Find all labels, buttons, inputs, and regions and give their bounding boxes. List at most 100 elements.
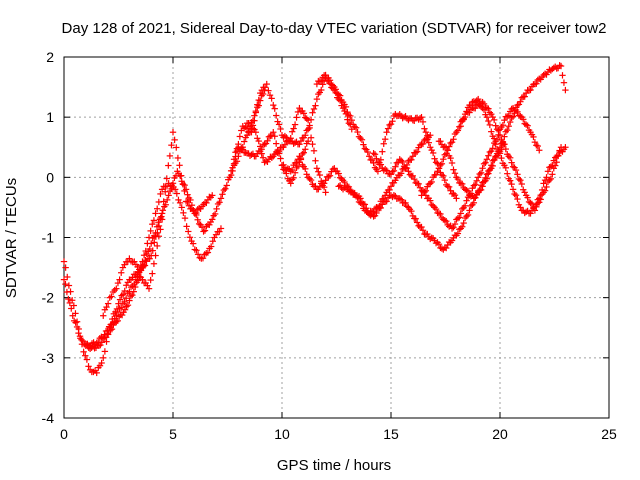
data-point [520, 116, 527, 123]
data-point [538, 186, 546, 194]
data-point [460, 219, 467, 227]
data-point [483, 113, 491, 121]
data-point [512, 192, 520, 199]
data-point [489, 113, 496, 121]
data-point [163, 175, 170, 182]
data-point [517, 112, 524, 120]
data-point [427, 197, 434, 204]
data-point [252, 109, 260, 116]
data-point [83, 356, 91, 363]
data-point [100, 312, 107, 319]
data-point [427, 144, 434, 151]
data-point [304, 126, 312, 133]
data-point [188, 205, 196, 212]
data-point [384, 125, 392, 132]
data-point [169, 180, 177, 187]
data-point [277, 125, 284, 133]
series-trace-11 [370, 104, 543, 232]
data-point [320, 180, 328, 187]
data-point [214, 200, 222, 208]
data-point [411, 175, 418, 183]
data-point [113, 318, 120, 325]
data-point [306, 124, 313, 132]
data-point [495, 148, 502, 156]
data-point [373, 155, 380, 162]
data-point [297, 156, 305, 163]
data-point [199, 255, 207, 262]
data-point [428, 178, 435, 186]
data-point [415, 180, 422, 188]
data-point [418, 223, 425, 231]
data-point [550, 157, 557, 164]
data-point [265, 133, 273, 140]
data-point [106, 294, 113, 301]
data-point [480, 160, 488, 168]
data-point [307, 134, 315, 141]
data-point [121, 298, 128, 306]
data-point [374, 168, 382, 175]
series-trace-3 [82, 129, 216, 350]
data-point [147, 227, 154, 235]
data-point [319, 81, 326, 88]
data-point [504, 126, 511, 134]
data-point [533, 201, 540, 208]
data-point [533, 142, 540, 149]
data-point [370, 159, 377, 167]
data-point [489, 162, 496, 170]
data-point [537, 191, 544, 199]
y-tick-label: -3 [42, 350, 55, 366]
data-point [475, 174, 482, 181]
data-point [445, 183, 453, 191]
data-point [335, 170, 342, 177]
data-point [152, 252, 159, 259]
data-point [76, 333, 84, 340]
data-point [310, 147, 318, 154]
data-point [534, 142, 541, 150]
data-point [422, 128, 430, 136]
data-point [209, 216, 216, 223]
data-point [180, 209, 187, 217]
data-point [554, 152, 562, 160]
data-point [261, 141, 268, 148]
data-point [502, 145, 510, 153]
data-point [217, 195, 225, 202]
data-point [396, 195, 403, 202]
data-point [441, 151, 448, 159]
data-point [342, 103, 350, 111]
data-point [457, 210, 464, 217]
data-point [122, 295, 130, 302]
y-tick-label: -2 [42, 290, 55, 306]
data-point [399, 158, 406, 166]
data-point [206, 221, 213, 229]
data-point [243, 132, 251, 139]
data-point [450, 224, 457, 231]
data-point [309, 109, 316, 116]
data-point [514, 108, 521, 116]
data-point [419, 118, 427, 126]
data-point [501, 116, 508, 124]
data-point [389, 118, 396, 125]
data-point [440, 155, 447, 163]
data-point [406, 171, 414, 178]
data-point [415, 222, 422, 229]
data-point [179, 180, 187, 188]
data-point [473, 191, 480, 199]
data-point [408, 207, 415, 215]
data-point [437, 138, 444, 145]
data-point [222, 185, 229, 192]
data-point [450, 136, 457, 143]
data-point [72, 319, 79, 326]
data-point [303, 115, 310, 122]
data-point [405, 157, 412, 165]
data-point [159, 207, 167, 214]
data-point [129, 291, 136, 299]
data-point [141, 262, 149, 269]
data-point [557, 62, 565, 70]
data-point [483, 175, 491, 182]
data-point [383, 167, 390, 174]
data-point [511, 190, 518, 198]
data-point [476, 98, 483, 106]
data-point [422, 187, 430, 194]
data-point [251, 117, 258, 124]
data-point [488, 147, 495, 155]
